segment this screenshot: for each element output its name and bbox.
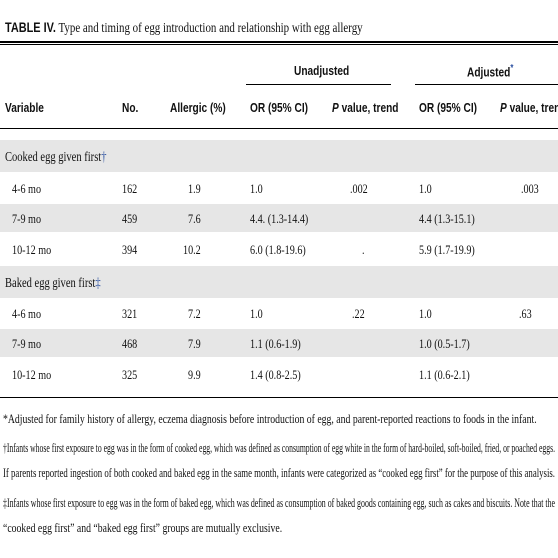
col-header-variable: Variable	[5, 100, 44, 115]
footnote-baked: ‡Infants whose first exposure to egg was…	[3, 496, 555, 510]
table-label: TABLE IV.	[5, 19, 56, 35]
col-header-or-adjusted: OR (95% CI)	[419, 100, 478, 115]
section-label: Baked egg given first‡	[5, 275, 101, 290]
table-row: 7-9 mo 459 7.6 4.4. (1.3-14.4) 4.4 (1.3-…	[0, 204, 558, 232]
adjusted-group-header: Adjusted*	[467, 63, 514, 80]
col-header-or-unadjusted: OR (95% CI)	[250, 100, 309, 115]
col-header-no: No.	[122, 100, 139, 115]
table-caption: Type and timing of egg introduction and …	[55, 21, 363, 36]
unadjusted-underline	[246, 84, 391, 85]
col-header-allergic: Allergic (%)	[170, 100, 226, 115]
top-rule	[0, 41, 558, 43]
table-row: 7-9 mo 468 7.9 1.1 (0.6-1.9) 1.0 (0.5-1.…	[0, 329, 558, 357]
table-title: TABLE IV. Type and timing of egg introdu…	[5, 19, 464, 37]
cooked-footnote-mark: †	[101, 149, 107, 164]
top-rule-thin	[0, 44, 558, 45]
header-rule	[0, 128, 558, 129]
unadjusted-group-header: Unadjusted	[294, 63, 350, 78]
adjusted-footnote-mark: *	[510, 63, 514, 74]
section-label: Cooked egg given first†	[5, 149, 107, 164]
section-cooked-egg: Cooked egg given first†	[0, 140, 558, 172]
col-header-p-unadjusted: P value, trend	[332, 100, 399, 115]
footnote-baked-cont: “cooked egg first” and “baked egg first”…	[3, 521, 283, 535]
footnote-cooked-cont: If parents reported ingestion of both co…	[3, 466, 555, 480]
section-baked-egg: Baked egg given first‡	[0, 266, 558, 298]
footnote-cooked: †Infants whose first exposure to egg was…	[3, 441, 555, 455]
footnote-adjusted: *Adjusted for family history of allergy,…	[3, 412, 537, 426]
baked-footnote-mark: ‡	[95, 275, 101, 290]
col-header-p-adjusted: P value, trend	[500, 100, 558, 115]
adjusted-underline	[415, 84, 558, 85]
bottom-rule	[0, 397, 558, 398]
